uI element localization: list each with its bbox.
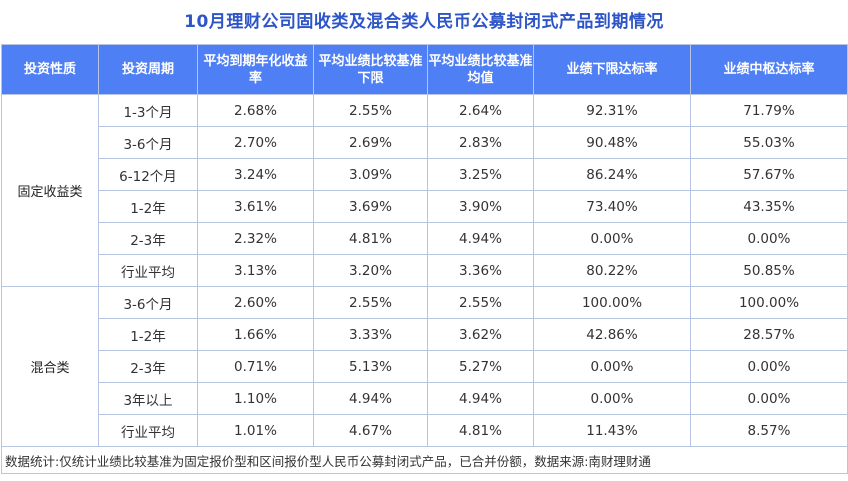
category-cell: 混合类 <box>1 286 99 447</box>
table-row: 6-12个月 3.24% 3.09% 3.25% 86.24% 57.67% <box>2 158 848 191</box>
table-row: 2-3年 0.71% 5.13% 5.27% 0.00% 0.00% <box>2 350 848 383</box>
column-header: 平均业绩比较基准均值 <box>427 44 534 95</box>
period-cell: 3年以上 <box>98 382 198 415</box>
value-cell: 1.10% <box>197 382 314 415</box>
value-cell: 3.69% <box>313 190 428 223</box>
footnote: 数据统计:仅统计业绩比较基准为固定报价型和区间报价型人民币公募封闭式产品，已合并… <box>1 446 848 474</box>
value-cell: 4.94% <box>427 222 534 255</box>
column-header: 业绩中枢达标率 <box>690 44 848 95</box>
value-cell: 8.57% <box>690 414 848 447</box>
value-cell: 71.79% <box>690 94 848 127</box>
value-cell: 3.09% <box>313 158 428 191</box>
value-cell: 11.43% <box>533 414 691 447</box>
table-row: 固定收益类 1-3个月 2.68% 2.55% 2.64% 92.31% 71.79% <box>1 94 848 287</box>
table-body: 固定收益类 1-3个月 2.68% 2.55% 2.64% 92.31% 71.79% 3-6… <box>1 94 848 474</box>
value-cell: 90.48% <box>533 126 691 159</box>
period-cell: 6-12个月 <box>98 158 198 191</box>
value-cell: 0.71% <box>197 350 314 383</box>
period-cell: 1-2年 <box>98 190 198 223</box>
page-title: 10月理财公司固收类及混合类人民币公募封闭式产品到期情况 <box>184 12 664 32</box>
value-cell: 0.00% <box>690 222 848 255</box>
maturity-table: 投资性质 投资周期 平均到期年化收益率 平均业绩比较基准下限 平均业绩比较基准均值 业绩下… <box>1 44 848 474</box>
table-row: 3-6个月 2.70% 2.69% 2.83% 90.48% 55.03% <box>2 126 848 159</box>
value-cell: 42.86% <box>533 318 691 351</box>
value-cell: 0.00% <box>533 350 691 383</box>
column-header: 业绩下限达标率 <box>533 44 691 95</box>
value-cell: 92.31% <box>533 94 691 127</box>
value-cell: 1.01% <box>197 414 314 447</box>
value-cell: 2.60% <box>197 286 314 319</box>
value-cell: 4.67% <box>313 414 428 447</box>
table-row: 2-3年 2.32% 4.81% 4.94% 0.00% 0.00% <box>2 222 848 255</box>
header-row: 投资性质 投资周期 平均到期年化收益率 平均业绩比较基准下限 平均业绩比较基准均值 业绩下… <box>1 44 848 95</box>
table-row: 1-2年 3.61% 3.69% 3.90% 73.40% 43.35% <box>2 190 848 223</box>
column-header: 投资性质 <box>1 44 99 95</box>
value-cell: 0.00% <box>690 382 848 415</box>
table-row: 行业平均 3.13% 3.20% 3.36% 80.22% 50.85% <box>2 254 848 287</box>
value-cell: 2.55% <box>313 286 428 319</box>
value-cell: 28.57% <box>690 318 848 351</box>
column-header: 投资周期 <box>98 44 198 95</box>
table-row: 混合类 3-6个月 2.60% 2.55% 2.55% 100.00% 100.00% <box>1 286 848 447</box>
value-cell: 57.67% <box>690 158 848 191</box>
period-cell: 行业平均 <box>98 414 198 447</box>
value-cell: 3.36% <box>427 254 534 287</box>
category-cell: 固定收益类 <box>1 94 99 287</box>
table-row: 3年以上 1.10% 4.94% 4.94% 0.00% 0.00% <box>2 382 848 415</box>
period-cell: 1-2年 <box>98 318 198 351</box>
period-cell: 2-3年 <box>98 350 198 383</box>
value-cell: 3.13% <box>197 254 314 287</box>
value-cell: 2.55% <box>313 94 428 127</box>
value-cell: 2.32% <box>197 222 314 255</box>
value-cell: 2.83% <box>427 126 534 159</box>
period-cell: 3-6个月 <box>98 286 198 319</box>
value-cell: 3.33% <box>313 318 428 351</box>
period-cell: 1-3个月 <box>98 94 198 127</box>
footnote-row: 数据统计:仅统计业绩比较基准为固定报价型和区间报价型人民币公募封闭式产品，已合并… <box>1 446 848 474</box>
value-cell: 100.00% <box>533 286 691 319</box>
value-cell: 2.55% <box>427 286 534 319</box>
value-cell: 4.81% <box>427 414 534 447</box>
value-cell: 0.00% <box>533 222 691 255</box>
value-cell: 0.00% <box>533 382 691 415</box>
value-cell: 2.64% <box>427 94 534 127</box>
table-row: 1-2年 1.66% 3.33% 3.62% 42.86% 28.57% <box>2 318 848 351</box>
value-cell: 73.40% <box>533 190 691 223</box>
value-cell: 3.62% <box>427 318 534 351</box>
value-cell: 2.70% <box>197 126 314 159</box>
value-cell: 3.61% <box>197 190 314 223</box>
value-cell: 0.00% <box>690 350 848 383</box>
period-cell: 3-6个月 <box>98 126 198 159</box>
value-cell: 5.27% <box>427 350 534 383</box>
value-cell: 3.24% <box>197 158 314 191</box>
value-cell: 43.35% <box>690 190 848 223</box>
period-cell: 行业平均 <box>98 254 198 287</box>
value-cell: 3.25% <box>427 158 534 191</box>
value-cell: 3.90% <box>427 190 534 223</box>
value-cell: 4.81% <box>313 222 428 255</box>
value-cell: 80.22% <box>533 254 691 287</box>
value-cell: 1.66% <box>197 318 314 351</box>
column-header: 平均到期年化收益率 <box>197 44 314 95</box>
value-cell: 2.69% <box>313 126 428 159</box>
value-cell: 5.13% <box>313 350 428 383</box>
table-row: 行业平均 1.01% 4.67% 4.81% 11.43% 8.57% <box>2 414 848 447</box>
value-cell: 2.68% <box>197 94 314 127</box>
value-cell: 4.94% <box>313 382 428 415</box>
period-cell: 2-3年 <box>98 222 198 255</box>
value-cell: 100.00% <box>690 286 848 319</box>
value-cell: 4.94% <box>427 382 534 415</box>
value-cell: 3.20% <box>313 254 428 287</box>
value-cell: 50.85% <box>690 254 848 287</box>
value-cell: 86.24% <box>533 158 691 191</box>
column-header: 平均业绩比较基准下限 <box>313 44 428 95</box>
value-cell: 55.03% <box>690 126 848 159</box>
